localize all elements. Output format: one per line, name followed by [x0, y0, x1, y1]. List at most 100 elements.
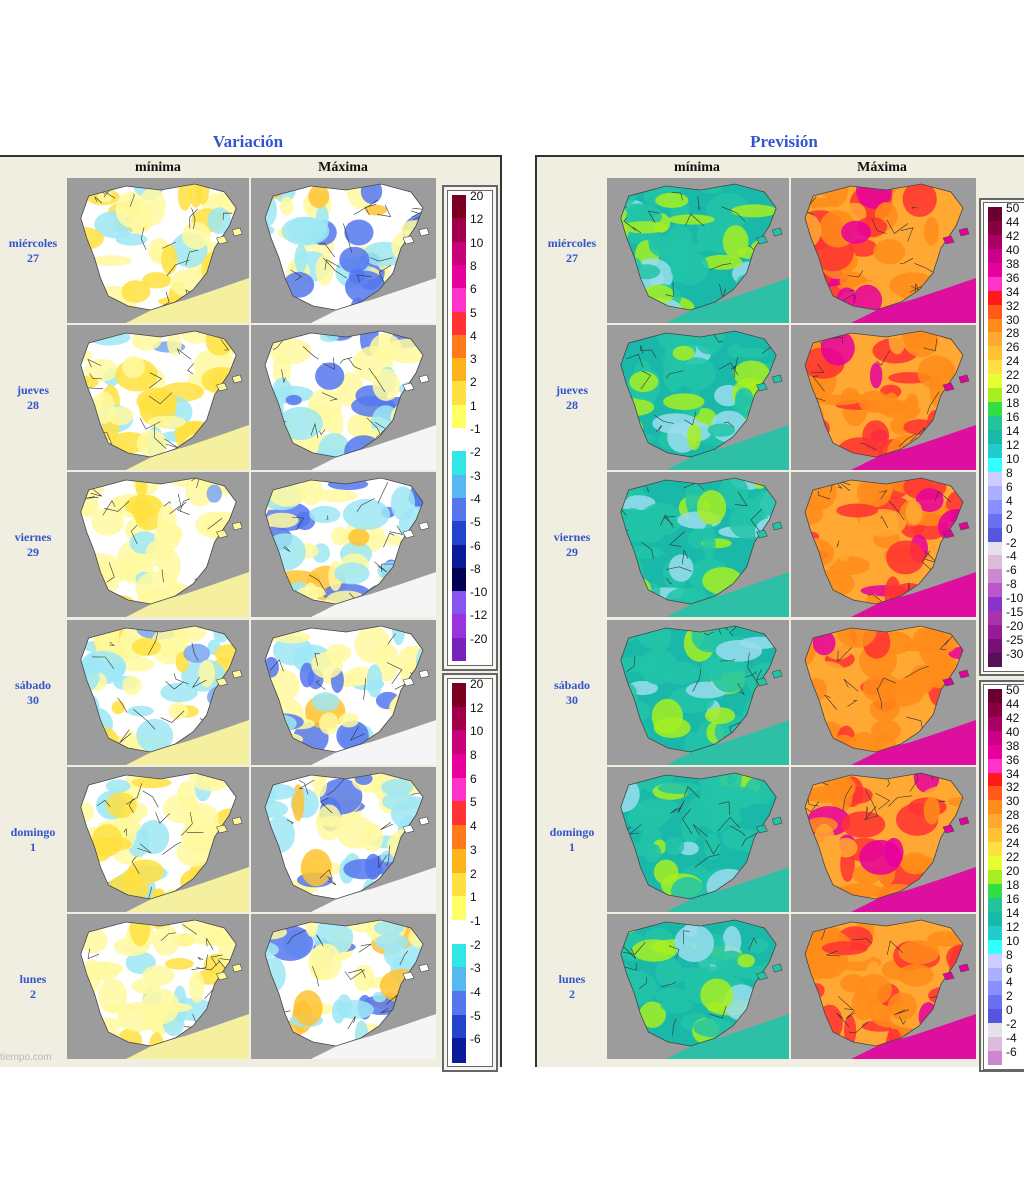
variacion-legend-tick: -5 [470, 515, 481, 530]
prevision-legend-tick: -10 [1006, 591, 1024, 606]
prevision-legend-lower-swatch [988, 856, 1002, 871]
day-name: jueves [17, 383, 49, 397]
map-vmax [251, 767, 436, 912]
day-label-variacion: miércoles 27 [0, 236, 66, 266]
prevision-legend-lower-tick: -6 [1006, 1045, 1017, 1060]
prevision-legend-swatch [988, 388, 1002, 403]
day-number: 28 [566, 398, 578, 412]
variacion-legend-tick: 3 [470, 352, 477, 367]
prevision-legend-lower-swatch [988, 1023, 1002, 1038]
prevision-legend-lower: 50 44 42 40 38 36 34 32 30 28 26 24 22 20 18 16 14 12 10 8 6… [983, 683, 1024, 1070]
day-name: viernes [14, 530, 52, 544]
prevision-legend-swatch [988, 234, 1002, 250]
variacion-legend-lower-tick: 1 [470, 890, 477, 905]
prevision-legend-swatch [988, 583, 1002, 598]
prevision-legend-tick: 18 [1006, 396, 1020, 411]
variacion-legend-swatch [452, 381, 466, 406]
prevision-legend-swatch [988, 471, 1002, 487]
prevision-legend-lower-swatch [988, 995, 1002, 1010]
prevision-legend-tick: 8 [1006, 465, 1013, 480]
prevision-legend-swatch [988, 346, 1002, 361]
variacion-legend-swatch [452, 591, 466, 615]
map-vmin [67, 620, 249, 765]
variacion-legend-swatch [452, 358, 466, 382]
day-number: 27 [566, 251, 578, 265]
prevision-legend-lower-swatch [988, 730, 1002, 746]
prevision-legend-tick: 12 [1006, 437, 1020, 452]
prevision-legend-swatch [988, 360, 1002, 375]
variacion-legend-lower-swatch [452, 848, 466, 873]
watermark: tiempo.com [0, 1052, 52, 1063]
prevision-legend-tick: 16 [1006, 410, 1020, 425]
prevision-legend-swatch [988, 513, 1002, 529]
map-pmax [791, 472, 976, 617]
variacion-legend-lower-swatch [452, 777, 466, 802]
map-pmin [607, 472, 789, 617]
variacion-legend-swatch [452, 334, 466, 359]
prevision-legend-lower-swatch [988, 897, 1002, 913]
prevision-legend-lower-swatch [988, 758, 1002, 774]
variacion-legend-swatch [452, 544, 466, 569]
day-label-prevision: lunes 2 [539, 972, 605, 1002]
variacion-legend-swatch [452, 288, 466, 312]
prevision-legend-tick: 2 [1006, 507, 1013, 522]
prevision-legend-tick: 34 [1006, 284, 1020, 299]
day-label-prevision: jueves 28 [539, 383, 605, 413]
variacion-legend-lower-swatch [452, 1038, 466, 1063]
variacion-legend-swatch [452, 567, 466, 592]
prevision-legend-lower-tick: 4 [1006, 975, 1013, 990]
prevision-legend-swatch [988, 499, 1002, 515]
prevision-legend-lower-swatch [988, 744, 1002, 760]
map-pmin [607, 767, 789, 912]
variacion-legend-swatch [452, 428, 466, 452]
map-vmin [67, 767, 249, 912]
prevision-legend-tick: 4 [1006, 493, 1013, 508]
variacion-legend-lower-swatch [452, 801, 466, 826]
map-vmax [251, 914, 436, 1059]
prevision-legend-swatch [988, 485, 1002, 501]
prevision-legend-lower-tick: 38 [1006, 738, 1020, 753]
prevision-legend-swatch [988, 541, 1002, 556]
variacion-legend-lower-swatch [452, 706, 466, 731]
prevision-legend-lower-swatch [988, 716, 1002, 732]
prevision-legend-swatch [988, 555, 1002, 570]
day-name: viernes [553, 530, 591, 544]
variacion-legend-tick: 20 [470, 189, 484, 203]
prevision-legend-lower-swatch [988, 939, 1002, 955]
prevision-legend-tick: 26 [1006, 340, 1020, 355]
prevision-title: Previsión [750, 132, 818, 151]
prevision-legend-lower-swatch [988, 786, 1002, 801]
prevision-legend-lower-swatch [988, 702, 1002, 718]
day-name: sábado [553, 678, 591, 692]
map-vmax [251, 178, 436, 323]
prevision-legend-tick: 22 [1006, 368, 1020, 383]
day-name: domingo [10, 825, 56, 839]
map-vmin [67, 914, 249, 1059]
prevision-legend-lower-swatch [988, 772, 1002, 787]
variacion-legend-upper: 20 12 10 8 6 5 4 3 2 1 -1 -2 -3 -4 -5 -6 -8 -10 -12 -20 [447, 189, 493, 666]
map-pmax [791, 325, 976, 470]
prevision-legend-tick: 6 [1006, 479, 1013, 494]
prevision-legend-swatch [988, 374, 1002, 389]
prevision-legend-tick: 0 [1006, 521, 1013, 536]
prevision-legend-lower-tick: 22 [1006, 850, 1020, 865]
prevision-legend-swatch [988, 457, 1002, 473]
prevision-legend-lower-tick: 2 [1006, 989, 1013, 1004]
variacion-legend-swatch [452, 195, 466, 219]
prevision-legend-swatch [988, 290, 1002, 306]
variacion-legend-lower-tick: -6 [470, 1032, 481, 1047]
prevision-legend-lower-tick: 14 [1006, 905, 1020, 920]
prevision-legend-tick: 28 [1006, 326, 1020, 341]
variacion-legend-swatch [452, 241, 466, 266]
variacion-legend-tick: 12 [470, 212, 484, 227]
prevision-legend-lower-swatch [988, 689, 1002, 704]
day-name: sábado [14, 678, 52, 692]
map-vmin [67, 178, 249, 323]
day-label-variacion: jueves 28 [0, 383, 66, 413]
prevision-legend-tick: 40 [1006, 242, 1020, 257]
prevision-legend-lower-tick: 28 [1006, 808, 1020, 823]
prevision-legend-tick: -6 [1006, 563, 1017, 578]
day-name: lunes [19, 972, 47, 986]
variacion-legend-tick: -20 [470, 631, 488, 646]
prevision-legend-lower-tick: 42 [1006, 710, 1020, 725]
